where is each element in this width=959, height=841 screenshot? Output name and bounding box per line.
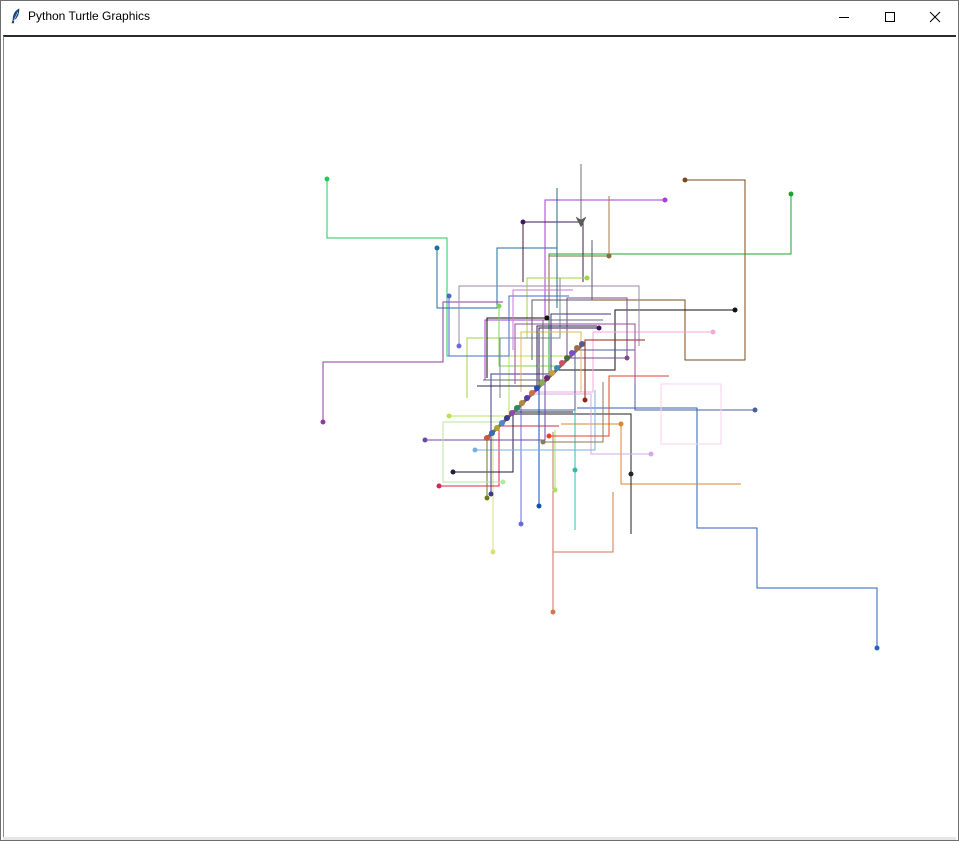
walk-path [660, 383, 722, 445]
title-bar[interactable]: Python Turtle Graphics [1, 1, 958, 32]
close-button[interactable] [912, 1, 958, 32]
close-icon [929, 11, 941, 22]
walk-path [498, 306, 559, 367]
walk-path [549, 375, 669, 437]
walk-path [566, 297, 628, 359]
walk-path [483, 319, 603, 381]
walk-path [425, 380, 546, 441]
walk-path [531, 240, 593, 360]
minimize-button[interactable] [821, 1, 867, 32]
walk-path [475, 390, 596, 451]
walk-path [326, 179, 507, 357]
drawing-area [320, 164, 880, 651]
walk-path [523, 221, 584, 282]
minimize-icon [839, 16, 849, 18]
window-title: Python Turtle Graphics [28, 9, 151, 23]
walk-path [512, 289, 573, 350]
window-bottom-edge [3, 837, 956, 840]
walk-path [499, 278, 561, 398]
walk-path [442, 421, 503, 483]
feather-icon [10, 8, 22, 24]
walk-path [515, 349, 755, 411]
diagonal-trail [483, 341, 585, 442]
walk-path [453, 411, 573, 473]
walk-path [477, 325, 597, 387]
walk-path [543, 382, 604, 443]
walk-path [531, 393, 651, 455]
walk-path [538, 327, 599, 388]
walk-path [533, 331, 713, 393]
maximize-button[interactable] [867, 1, 913, 32]
walk-path [322, 301, 503, 422]
maximize-icon [885, 11, 895, 22]
walk-path [565, 179, 746, 361]
endpoint-dots [320, 176, 880, 651]
walk-path [439, 425, 559, 487]
walk-path [584, 339, 645, 400]
walk-path [577, 407, 878, 648]
walk-path [514, 323, 636, 384]
turtle-cursor-icon [575, 216, 587, 228]
walk-path [458, 285, 640, 346]
walk-path [486, 317, 547, 378]
walk-path [448, 295, 569, 357]
turtle-canvas[interactable] [3, 35, 956, 839]
walk-path [520, 331, 582, 392]
